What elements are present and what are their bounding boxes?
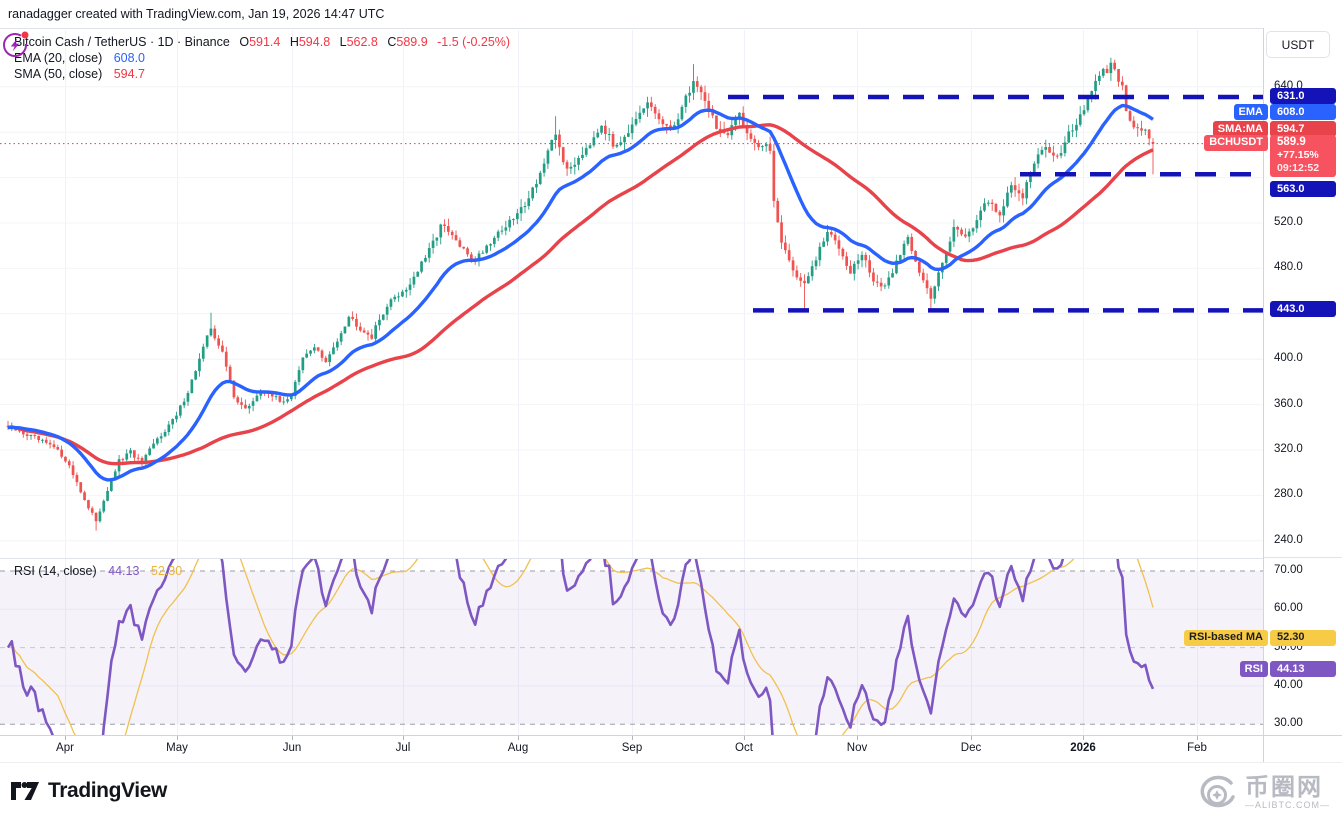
- month-tick: [177, 736, 178, 740]
- low-value: 562.8: [346, 35, 378, 49]
- ema-axis-badge: EMA 608.0: [1233, 104, 1336, 121]
- level-badge-631.0: 631.0: [1270, 88, 1336, 104]
- month-label-2026: 2026: [1070, 742, 1096, 754]
- rsi-ma-value: 52.30: [150, 564, 183, 578]
- main-chart-canvas[interactable]: [0, 29, 1263, 736]
- symbol-legend-row[interactable]: Bitcoin Cash / TetherUS · 1D · Binance O…: [14, 34, 510, 50]
- ema-value: 608.0: [113, 51, 145, 65]
- high-value: 594.8: [298, 35, 331, 49]
- main-legend: Bitcoin Cash / TetherUS · 1D · Binance O…: [14, 34, 510, 82]
- currency-toggle-button[interactable]: USDT: [1266, 31, 1330, 58]
- footer: TradingView 币圈网 —ALIBTC.COM—: [0, 762, 1342, 823]
- price-tick-480.0: 480.0: [1274, 261, 1303, 274]
- rsi-axis-badge: RSI 44.13: [1239, 661, 1336, 678]
- month-tick: [632, 736, 633, 740]
- sma-value: 594.7: [113, 67, 145, 81]
- level-badge-443.0: 443.0: [1270, 301, 1336, 318]
- rsi-legend-row[interactable]: RSI (14, close) 44.13 52.30: [14, 564, 182, 578]
- month-label-jul: Jul: [395, 742, 411, 754]
- symbol-badge-countdown: 09:12:52: [1277, 162, 1320, 175]
- axis-pane-divider: [1264, 557, 1342, 558]
- sma-axis-badge: SMA:MA 594.7: [1212, 121, 1336, 138]
- price-tick-360.0: 360.0: [1274, 397, 1303, 410]
- month-label-oct: Oct: [735, 742, 753, 754]
- rsi-value: 44.13: [108, 564, 140, 578]
- price-tick-280.0: 280.0: [1274, 488, 1303, 501]
- month-label-nov: Nov: [846, 742, 868, 754]
- site-watermark-icon: [1200, 775, 1235, 808]
- price-tick-520.0: 520.0: [1274, 216, 1303, 228]
- month-label-sep: Sep: [621, 742, 643, 754]
- change-value: -1.5 (-0.25%): [437, 35, 511, 49]
- month-tick: [1197, 736, 1198, 740]
- time-axis[interactable]: Apr May Jun Jul Aug Sep Oct Nov Dec 2026 Feb: [0, 735, 1263, 762]
- rsi-ma-axis-badge: RSI-based MA 52.30: [1184, 629, 1336, 646]
- month-tick: [518, 736, 519, 740]
- rsi-tick-40.00: 40.00: [1274, 678, 1303, 691]
- site-watermark: 币圈网 —ALIBTC.COM—: [1195, 771, 1330, 815]
- price-tick-320.0: 320.0: [1274, 443, 1303, 455]
- month-label-apr: Apr: [56, 742, 74, 754]
- month-tick: [1083, 736, 1084, 740]
- site-watermark-text: 币圈网: [1244, 774, 1323, 801]
- tradingview-logo[interactable]: TradingView: [10, 779, 167, 803]
- symbol-badge-change: +77.15%: [1277, 149, 1319, 162]
- pane-divider[interactable]: [0, 558, 1263, 559]
- author-watermark: ranadagger created with TradingView.com,…: [8, 7, 385, 21]
- month-tick: [971, 736, 972, 740]
- rsi-tick-30.00: 30.00: [1274, 717, 1303, 730]
- ema-label: EMA (20, close): [14, 51, 103, 65]
- chart-area[interactable]: Bitcoin Cash / TetherUS · 1D · Binance O…: [0, 28, 1263, 735]
- site-watermark-subtext: —ALIBTC.COM—: [1244, 800, 1330, 810]
- axis-corner: [1263, 735, 1342, 762]
- sma-label: SMA (50, close): [14, 67, 103, 81]
- tradingview-logo-icon: [11, 782, 39, 800]
- month-tick: [292, 736, 293, 740]
- close-label: C: [387, 35, 397, 49]
- rsi-tick-70.00: 70.00: [1274, 564, 1303, 576]
- ema-legend-row[interactable]: EMA (20, close) 608.0: [14, 50, 510, 66]
- symbol-title: Bitcoin Cash / TetherUS · 1D · Binance: [14, 35, 230, 49]
- month-tick: [857, 736, 858, 740]
- month-tick: [65, 736, 66, 740]
- month-label-aug: Aug: [507, 742, 529, 754]
- level-badge-563.0: 563.0: [1270, 181, 1336, 198]
- low-label: L: [339, 35, 347, 49]
- close-value: 589.9: [396, 35, 428, 49]
- symbol-price-badge: BCHUSDT 589.9 +77.15% 09:12:52: [1204, 134, 1336, 178]
- month-label-jun: Jun: [282, 742, 302, 754]
- price-axis[interactable]: 640.0 520.0 480.0 400.0 360.0 320.0 280.0 240.0…: [1184, 28, 1342, 735]
- open-value: 591.4: [249, 35, 281, 49]
- month-label-dec: Dec: [960, 742, 982, 754]
- month-label-may: May: [166, 742, 188, 754]
- rsi-label: RSI (14, close): [14, 564, 97, 578]
- month-tick: [744, 736, 745, 740]
- month-tick: [403, 736, 404, 740]
- sma-legend-row[interactable]: SMA (50, close) 594.7: [14, 66, 510, 82]
- spark-ideas-icon[interactable]: [0, 29, 34, 61]
- high-label: H: [289, 35, 299, 49]
- symbol-badge-price: 589.9: [1277, 136, 1306, 149]
- price-tick-240.0: 240.0: [1274, 533, 1303, 546]
- rsi-tick-60.00: 60.00: [1274, 602, 1303, 615]
- month-label-feb: Feb: [1187, 742, 1207, 754]
- price-tick-400.0: 400.0: [1274, 352, 1303, 365]
- tradingview-brand-text: TradingView: [48, 779, 167, 802]
- open-label: O: [239, 35, 250, 49]
